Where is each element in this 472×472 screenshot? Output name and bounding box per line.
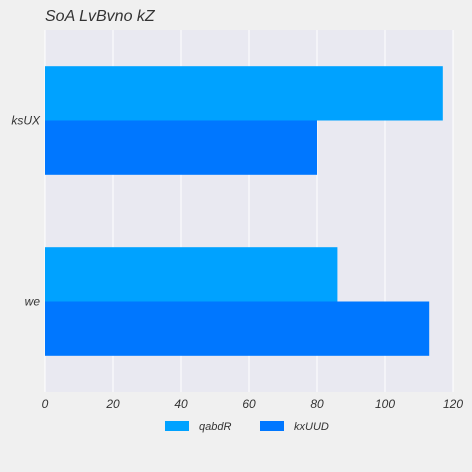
x-tick-label: 20 [105, 397, 120, 411]
x-tick-label: 100 [375, 397, 395, 411]
x-tick-label: 40 [174, 397, 188, 411]
y-axis-ticks: ksUX we [11, 114, 41, 309]
x-tick-label: 80 [310, 397, 324, 411]
bar-qabdR-ksUX [45, 66, 443, 121]
legend: qabdR kxUUD [165, 421, 329, 433]
legend-swatch-kxUUD [260, 421, 284, 431]
x-axis-ticks: 0 20 40 60 80 100 120 [42, 397, 464, 411]
chart-title: SoA LvBvno kZ [45, 8, 156, 25]
y-tick-label: ksUX [11, 114, 41, 128]
bar-qabdR-we [45, 247, 338, 302]
x-tick-label: 0 [42, 397, 49, 411]
x-tick-label: 60 [242, 397, 256, 411]
x-tick-label: 120 [443, 397, 463, 411]
y-tick-label: we [25, 295, 41, 309]
legend-label-kxUUD: kxUUD [294, 421, 329, 433]
bar-kxUUD-ksUX [45, 120, 317, 175]
bars [45, 66, 443, 356]
legend-label-qabdR: qabdR [199, 421, 231, 433]
bar-kxUUD-we [45, 301, 430, 356]
legend-swatch-qabdR [165, 421, 189, 431]
